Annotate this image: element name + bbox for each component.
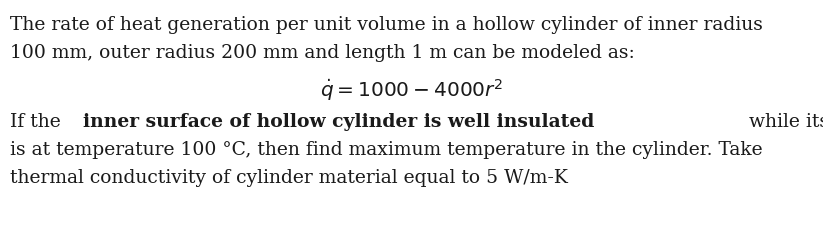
Text: The rate of heat generation per unit volume in a hollow cylinder of inner radius: The rate of heat generation per unit vol…	[10, 16, 763, 34]
Text: thermal conductivity of cylinder material equal to 5 W/m-K: thermal conductivity of cylinder materia…	[10, 169, 568, 187]
Text: 100 mm, outer radius 200 mm and length 1 m can be modeled as:: 100 mm, outer radius 200 mm and length 1…	[10, 44, 635, 62]
Text: while its outer surface: while its outer surface	[743, 113, 823, 131]
Text: inner surface of hollow cylinder is well insulated: inner surface of hollow cylinder is well…	[83, 113, 594, 131]
Text: $\dot{q} = 1000 - 4000r^2$: $\dot{q} = 1000 - 4000r^2$	[320, 78, 503, 103]
Text: is at temperature 100 °C, then find maximum temperature in the cylinder. Take: is at temperature 100 °C, then find maxi…	[10, 141, 763, 159]
Text: If the: If the	[10, 113, 67, 131]
